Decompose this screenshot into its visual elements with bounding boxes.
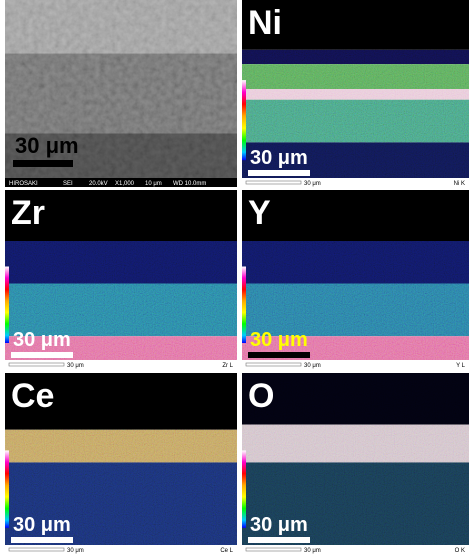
scale-label: 30 μm	[13, 329, 71, 351]
scale-label: 30 μm	[250, 147, 308, 169]
color-scale	[242, 80, 246, 161]
line-label: Y L	[456, 363, 466, 369]
texture	[5, 0, 237, 178]
line-label: Ni K	[454, 181, 465, 187]
color-scale	[5, 450, 9, 528]
info-text: 20.0kV	[89, 181, 108, 187]
info-bar	[5, 178, 237, 187]
footer	[5, 360, 237, 369]
element-label: Y	[248, 194, 271, 232]
panel: Ce 30 μm 30 μm Ce L	[5, 373, 237, 554]
scale-bar	[248, 537, 310, 543]
footer-ruler	[8, 362, 65, 367]
footer-scale: 30 μm	[67, 363, 84, 369]
element-label: Ni	[248, 4, 282, 42]
scale-label: 30 μm	[13, 514, 71, 536]
footer-scale: 30 μm	[67, 548, 84, 554]
element-label: Zr	[11, 194, 45, 232]
panel: Y 30 μm 30 μm Y L	[242, 190, 469, 369]
scale-bar	[13, 160, 73, 167]
color-scale	[5, 266, 9, 343]
panel: Zr 30 μm 30 μm Zr L	[5, 190, 237, 369]
footer-ruler	[245, 547, 302, 552]
panel: 30 μm HIROSAKI SEI 20.0kV X1,000 10 μm WD 10.0…	[5, 0, 237, 187]
footer-ruler	[245, 362, 302, 367]
footer	[242, 545, 469, 554]
info-text: HIROSAKI	[9, 181, 38, 187]
info-text: 10 μm	[145, 181, 162, 187]
texture	[5, 190, 237, 360]
panel: O 30 μm 30 μm O K	[242, 373, 469, 554]
color-scale	[242, 450, 246, 528]
info-text: WD 10.0mm	[173, 181, 206, 187]
footer-scale: 30 μm	[304, 181, 321, 187]
footer	[5, 545, 237, 554]
scale-bar	[11, 537, 73, 543]
line-label: Ce L	[220, 548, 233, 554]
scale-bar	[11, 352, 73, 358]
info-text: SEI	[63, 181, 73, 187]
scale-label: 30 μm	[250, 514, 308, 536]
texture	[5, 373, 237, 545]
element-label: Ce	[11, 377, 54, 415]
scale-bar	[248, 170, 310, 176]
info-text: X1,000	[115, 181, 135, 187]
footer	[242, 360, 469, 369]
footer-ruler	[8, 547, 65, 552]
footer-ruler	[245, 180, 302, 185]
footer	[242, 178, 469, 187]
texture	[242, 373, 469, 545]
line-label: O K	[455, 548, 465, 554]
color-scale	[242, 266, 246, 343]
footer-scale: 30 μm	[304, 363, 321, 369]
scale-bar	[248, 352, 310, 358]
texture	[242, 0, 469, 178]
scale-label: 30 μm	[15, 133, 79, 158]
panel: Ni 30 μm 30 μm Ni K	[242, 0, 469, 187]
line-label: Zr L	[222, 363, 233, 369]
texture	[242, 190, 469, 360]
footer-scale: 30 μm	[304, 548, 321, 554]
scale-label: 30 μm	[250, 329, 308, 351]
element-label: O	[248, 377, 274, 415]
